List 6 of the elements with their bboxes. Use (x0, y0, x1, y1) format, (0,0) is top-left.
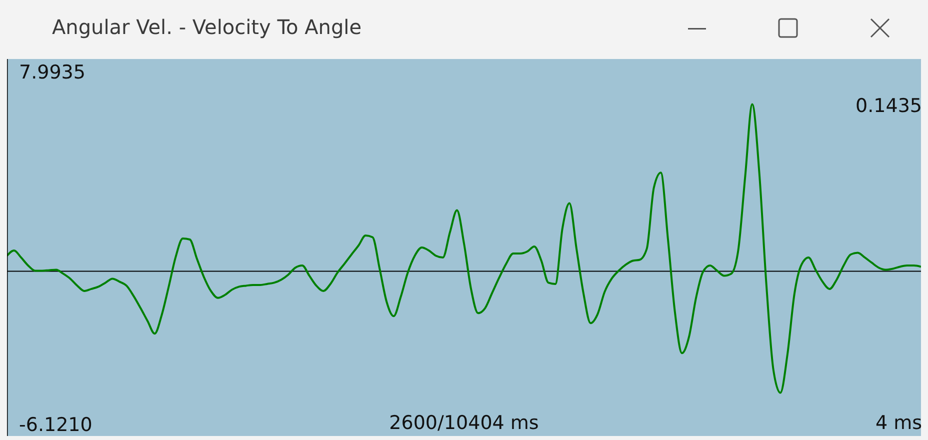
annotation: 0.1435 (856, 95, 922, 117)
chart-title: Angular Vel. - Velocity To Angle (52, 15, 362, 39)
y-tick-label: 7.9935 (19, 62, 86, 84)
annotation: 2600/10404 ms (389, 412, 539, 434)
y-tick-label: -6.1210 (19, 414, 92, 436)
annotation: 4 ms (875, 412, 922, 434)
